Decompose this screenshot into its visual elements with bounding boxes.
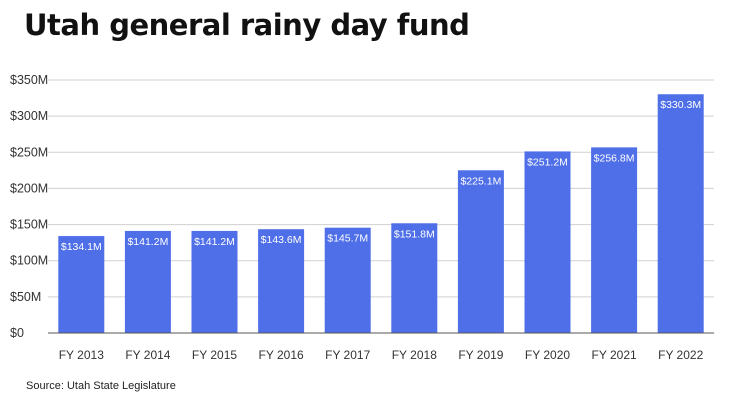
x-tick-label: FY 2022: [658, 348, 703, 362]
bar: [58, 236, 105, 333]
bar-value-label: $251.2M: [527, 156, 568, 168]
y-tick-label: $350M: [10, 73, 48, 87]
bar: [591, 147, 638, 333]
x-tick-label: FY 2015: [192, 348, 237, 362]
source-note: Source: Utah State Legislature: [26, 380, 176, 392]
x-tick-label: FY 2013: [59, 348, 104, 362]
x-tick-label: FY 2017: [325, 348, 370, 362]
bar-value-label: $141.2M: [194, 236, 235, 248]
y-tick-label: $300M: [10, 109, 48, 123]
bar: [391, 223, 438, 333]
axes: $0 $50M $100M $150M $200M $250M $300M $350M FY 2…: [10, 73, 714, 362]
y-tick-label: $50M: [10, 290, 41, 304]
bar-value-label: $330.3M: [660, 99, 701, 111]
bar: [524, 151, 571, 333]
bar: [457, 170, 504, 333]
x-tick-label: FY 2021: [592, 348, 637, 362]
bar-value-label: $134.1M: [61, 241, 102, 253]
x-tick-label: FY 2014: [125, 348, 170, 362]
bars: [58, 94, 704, 333]
bar: [657, 94, 704, 333]
y-tick-label: $150M: [10, 218, 48, 232]
bar-value-label: $256.8M: [594, 152, 635, 164]
bar-value-label: $225.1M: [460, 175, 501, 187]
bar-value-label: $145.7M: [327, 233, 368, 245]
y-tick-label: $100M: [10, 254, 48, 268]
bar-value-labels: $134.1M $141.2M $141.2M $143.6M $145.7M $151.…: [61, 99, 701, 253]
y-tick-label: $0: [10, 326, 24, 340]
bar: [124, 230, 171, 333]
x-tick-label: FY 2019: [458, 348, 503, 362]
bar-value-label: $141.2M: [127, 236, 168, 248]
bar-value-label: $143.6M: [261, 234, 302, 246]
bar: [191, 230, 238, 333]
chart-title: Utah general rainy day fund: [24, 8, 470, 42]
x-tick-label: FY 2018: [392, 348, 437, 362]
bar-value-label: $151.8M: [394, 228, 435, 240]
x-tick-label: FY 2016: [259, 348, 304, 362]
bar: [324, 227, 371, 333]
y-tick-label: $200M: [10, 181, 48, 195]
x-tick-label: FY 2020: [525, 348, 570, 362]
y-tick-label: $250M: [10, 145, 48, 159]
bar: [258, 229, 305, 333]
